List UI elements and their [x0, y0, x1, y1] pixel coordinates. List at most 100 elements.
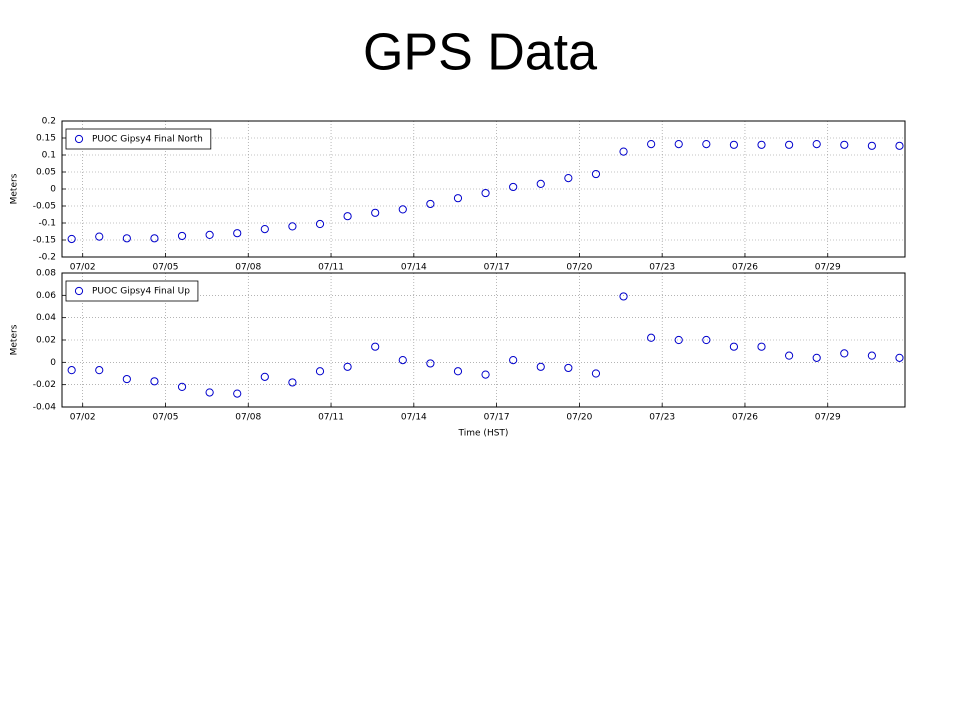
- y-axis-label: Meters: [10, 324, 20, 355]
- x-axis-label: Time (HST): [458, 429, 509, 439]
- data-point: [757, 342, 766, 351]
- data-point: [785, 351, 794, 360]
- data-point: [426, 199, 435, 209]
- data-point: [591, 169, 601, 179]
- data-point: [315, 367, 325, 376]
- data-point: [867, 351, 876, 360]
- data-point: [785, 140, 794, 149]
- legend-label: PUOC Gipsy4 Final Up: [92, 287, 190, 297]
- data-point: [453, 367, 463, 376]
- data-point: [840, 140, 849, 149]
- data-point: [95, 366, 104, 375]
- data-point: [150, 377, 159, 386]
- data-point: [729, 342, 739, 351]
- x-tick-label: 07/05: [153, 413, 179, 423]
- data-point: [122, 374, 131, 384]
- data-point: [205, 230, 214, 239]
- data-point: [233, 229, 242, 238]
- data-point: [67, 234, 76, 244]
- data-point: [205, 388, 214, 397]
- slide-title: GPS Data: [363, 24, 597, 82]
- data-point: [343, 212, 352, 221]
- data-point: [895, 353, 904, 362]
- data-point: [509, 182, 518, 192]
- x-tick-label: 07/23: [649, 263, 675, 273]
- data-point: [371, 208, 380, 217]
- data-point: [564, 363, 573, 373]
- data-point: [177, 382, 187, 391]
- data-point: [481, 188, 490, 198]
- data-point: [536, 179, 545, 188]
- legend-marker: [74, 134, 84, 144]
- data-point: [315, 219, 325, 229]
- y-tick-label: -0.05: [33, 202, 56, 212]
- data-point: [398, 205, 407, 214]
- x-tick-label: 07/05: [153, 263, 179, 273]
- data-point: [95, 232, 104, 241]
- data-point: [481, 370, 490, 379]
- data-point: [674, 140, 683, 149]
- x-tick-label: 07/08: [235, 263, 261, 273]
- data-point: [702, 335, 711, 345]
- x-tick-label: 07/17: [484, 263, 510, 273]
- data-point: [343, 362, 352, 371]
- y-tick-label: -0.02: [33, 380, 56, 390]
- x-tick-label: 07/26: [732, 413, 758, 423]
- data-point: [509, 356, 518, 365]
- x-tick-label: 07/11: [318, 413, 344, 423]
- x-tick-label: 07/20: [566, 263, 592, 273]
- data-point: [122, 234, 131, 243]
- data-point: [150, 234, 159, 243]
- data-point: [702, 140, 711, 149]
- legend-marker: [74, 286, 84, 296]
- data-point: [177, 231, 187, 241]
- x-tick-label: 07/17: [484, 413, 510, 423]
- x-tick-label: 07/26: [732, 263, 758, 273]
- x-tick-label: 07/20: [566, 413, 592, 423]
- data-point: [260, 372, 269, 381]
- y-tick-label: 0.06: [36, 291, 56, 301]
- x-tick-label: 07/14: [401, 413, 427, 423]
- data-point: [233, 389, 242, 398]
- plot-frame: [61, 120, 906, 258]
- data-point: [260, 225, 269, 234]
- y-tick-label: 0.2: [42, 117, 56, 127]
- data-point: [288, 378, 297, 387]
- data-point: [867, 141, 876, 150]
- legend-box: [65, 128, 212, 150]
- y-axis-label: Meters: [10, 173, 20, 204]
- y-tick-label: -0.04: [33, 403, 57, 413]
- y-tick-label: -0.15: [33, 236, 56, 246]
- data-point: [729, 140, 739, 149]
- y-tick-label: -0.1: [38, 219, 56, 229]
- y-tick-label: 0.05: [36, 168, 56, 178]
- data-point: [67, 366, 76, 375]
- x-tick-label: 07/29: [815, 413, 841, 423]
- data-point: [371, 342, 380, 351]
- plot-frame: [61, 272, 906, 408]
- data-point: [453, 194, 463, 203]
- data-point: [812, 140, 821, 149]
- data-point: [564, 174, 573, 183]
- x-tick-label: 07/29: [815, 263, 841, 273]
- y-tick-label: 0.04: [36, 313, 56, 323]
- x-tick-label: 07/23: [649, 413, 675, 423]
- data-point: [398, 356, 407, 365]
- y-tick-label: 0.08: [36, 269, 56, 279]
- y-tick-label: 0.1: [42, 151, 56, 161]
- y-tick-label: 0.15: [36, 134, 56, 144]
- y-tick-label: -0.2: [38, 253, 56, 263]
- y-tick-label: 0: [50, 358, 56, 368]
- x-tick-label: 07/11: [318, 263, 344, 273]
- data-point: [674, 335, 683, 345]
- data-point: [426, 359, 435, 368]
- data-point: [812, 353, 821, 362]
- data-point: [288, 222, 297, 231]
- x-tick-label: 07/14: [401, 263, 427, 273]
- data-point: [536, 362, 545, 371]
- data-point: [591, 369, 601, 378]
- x-tick-label: 07/02: [70, 413, 96, 423]
- data-point: [619, 147, 628, 156]
- y-tick-label: 0: [50, 185, 56, 195]
